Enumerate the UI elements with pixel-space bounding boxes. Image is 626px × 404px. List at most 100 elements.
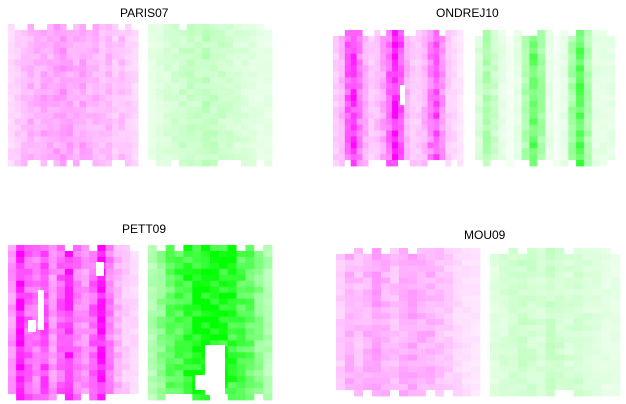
heatmap-cell [482, 41, 491, 49]
heatmap-cell [105, 148, 113, 155]
heatmap-cell [8, 304, 17, 311]
heatmap-cell [508, 342, 519, 350]
heatmap-cell [16, 376, 25, 383]
heatmap-cell [527, 295, 537, 302]
heatmap-cell [426, 390, 436, 397]
heatmap-cell [48, 370, 58, 377]
heatmap-cell [129, 322, 139, 329]
heatmap-cell [583, 100, 593, 108]
heatmap-cell [498, 130, 507, 137]
heatmap-cell [344, 100, 352, 108]
heatmap-cell [506, 47, 515, 55]
heatmap-cell [86, 83, 93, 90]
heatmap-cell [202, 29, 211, 37]
heatmap-cell [241, 118, 250, 125]
heatmap-cell [421, 142, 428, 149]
heatmap-cell [350, 124, 358, 131]
heatmap-cell [517, 324, 528, 332]
heatmap-cell [445, 35, 452, 43]
heatmap-cell [236, 250, 246, 258]
heatmap-cell [183, 316, 193, 323]
heatmap-cell [374, 35, 381, 43]
heatmap-cell [545, 342, 556, 350]
heatmap-cell [194, 136, 203, 143]
heatmap-cell [156, 394, 167, 401]
heatmap-cell [462, 342, 472, 350]
heatmap-cell [171, 71, 180, 78]
heatmap-cell [471, 277, 481, 284]
heatmap-cell [48, 364, 58, 371]
heatmap-cell [599, 142, 608, 149]
heatmap-cell [380, 95, 387, 102]
heatmap-gap [195, 375, 205, 390]
heatmap-cell [508, 307, 519, 314]
heatmap-cell [372, 307, 382, 314]
heatmap-cell [263, 328, 273, 335]
heatmap-cell [344, 106, 352, 114]
heatmap-cell [47, 136, 54, 143]
heatmap-cell [536, 378, 547, 385]
heatmap-cell [165, 388, 175, 395]
heatmap-cell [390, 324, 400, 332]
heatmap-cell [445, 142, 452, 149]
heatmap-cell [8, 346, 17, 353]
heatmap-cell [560, 35, 569, 43]
heatmap-cell [433, 53, 440, 60]
heatmap-cell [97, 274, 106, 282]
heatmap-cell [529, 95, 538, 102]
heatmap-cell [457, 124, 464, 131]
heatmap-cell [86, 160, 93, 167]
heatmap-cell [403, 136, 411, 143]
heatmap-cell [392, 118, 399, 126]
heatmap-cell [403, 130, 411, 137]
heatmap-cell [344, 41, 352, 49]
heatmap-cell [53, 124, 61, 131]
heatmap-cell [453, 313, 463, 320]
heatmap-cell [513, 106, 523, 114]
heatmap-cell [48, 334, 58, 341]
heatmap-cell [527, 324, 537, 332]
heatmap-cell [34, 100, 41, 108]
heatmap-cell [368, 160, 375, 167]
heatmap-cell [555, 265, 565, 273]
heatmap-cell [81, 274, 90, 282]
heatmap-cell [129, 358, 139, 365]
heatmap-cell [21, 35, 28, 43]
heatmap-cell [552, 71, 561, 78]
heatmap-cell [48, 262, 58, 270]
heatmap-cell [564, 366, 574, 373]
heatmap-cell [421, 89, 428, 96]
heatmap-cell [560, 136, 569, 143]
heatmap-cell [14, 53, 22, 60]
heatmap-cell [471, 283, 481, 290]
heatmap-cell [73, 154, 80, 161]
heatmap-cell [545, 336, 556, 344]
heatmap-cell [576, 35, 585, 43]
heatmap-cell [131, 154, 139, 161]
heatmap-cell [607, 30, 616, 37]
heatmap-cell [186, 29, 195, 37]
heatmap-cell [148, 47, 157, 54]
heatmap-cell [263, 364, 273, 371]
heatmap-cell [536, 372, 547, 379]
heatmap-cell [471, 265, 481, 273]
heatmap-cell [573, 336, 584, 344]
heatmap-cell [601, 372, 612, 379]
heatmap-cell [381, 271, 391, 278]
heatmap-cell [527, 253, 537, 261]
heatmap-cell [34, 124, 41, 131]
heatmap-cell [148, 130, 157, 137]
heatmap-cell [583, 160, 593, 167]
heatmap-cell [374, 124, 381, 131]
heatmap-cell [105, 35, 113, 43]
heatmap-cell [415, 53, 423, 60]
heatmap-cell [40, 286, 50, 294]
heatmap-cell [350, 65, 358, 72]
heatmap-cell [14, 136, 22, 143]
heatmap-cell [179, 106, 188, 114]
heatmap-cell [73, 268, 82, 276]
heatmap-cell [380, 83, 387, 90]
heatmap-cell [254, 376, 264, 383]
heatmap-cell [86, 53, 93, 60]
heatmap-cell [545, 295, 556, 302]
